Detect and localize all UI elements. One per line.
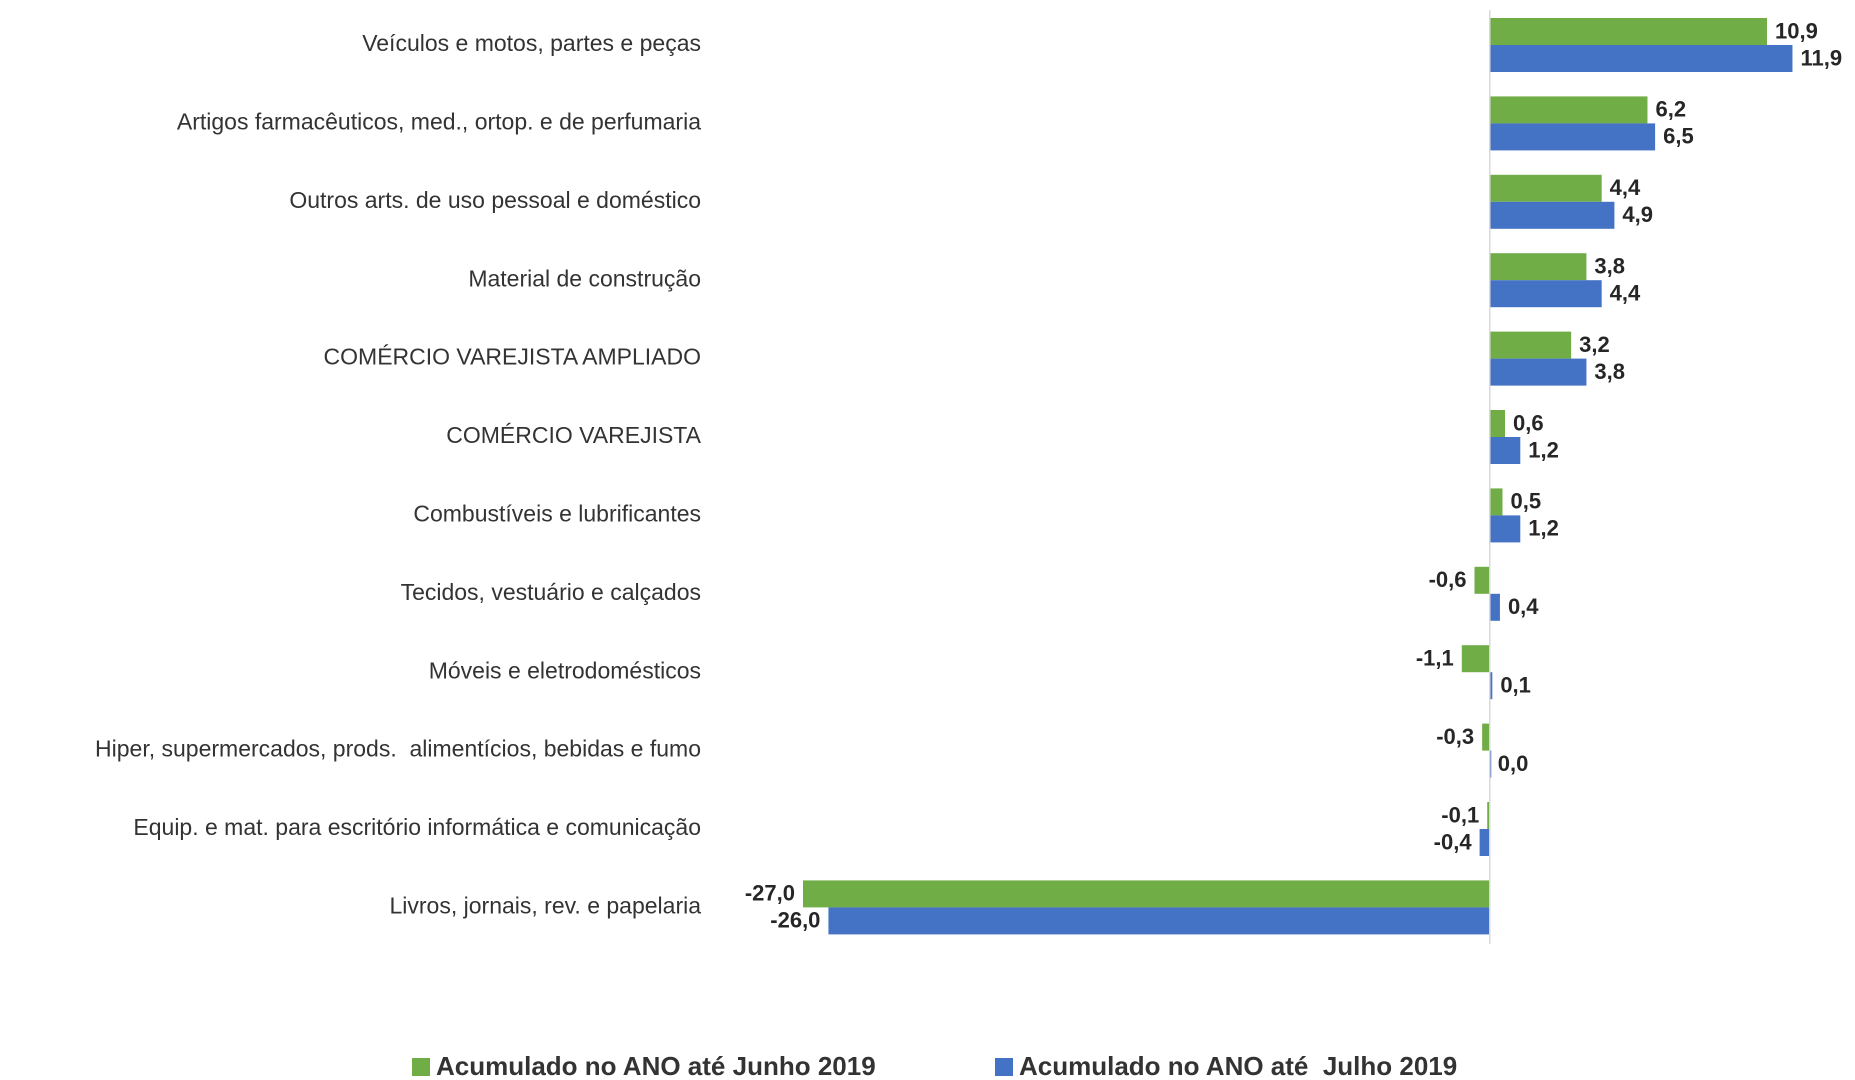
data-label: 0,1 [1500, 673, 1531, 698]
category-label: Combustíveis e lubrificantes [413, 500, 701, 526]
data-label: 0,6 [1513, 410, 1544, 435]
category-label: Material de construção [468, 265, 701, 291]
bar [828, 907, 1490, 935]
bar [1489, 437, 1521, 464]
bar [1489, 253, 1587, 281]
legend-label: Acumulado no ANO até Junho 2019 [436, 1051, 876, 1080]
data-label: 4,4 [1610, 281, 1641, 306]
bar [1489, 280, 1602, 308]
bar [1489, 488, 1503, 516]
data-label: -0,3 [1436, 724, 1474, 749]
bar [1479, 829, 1490, 856]
category-label: Veículos e motos, partes e peças [362, 30, 701, 56]
data-label: 1,2 [1528, 516, 1559, 541]
bar [1489, 96, 1648, 124]
bar [803, 880, 1490, 908]
category-label: Hiper, supermercados, prods. alimentício… [95, 736, 701, 762]
data-label: -0,1 [1441, 802, 1479, 827]
legend-swatch [412, 1058, 430, 1076]
bar [1489, 174, 1602, 202]
data-label: 3,8 [1594, 254, 1625, 279]
data-label: 0,4 [1508, 594, 1539, 619]
bar [1489, 331, 1572, 359]
bar [1482, 723, 1490, 751]
data-label: 6,5 [1663, 124, 1694, 149]
legend-label: Acumulado no ANO até Julho 2019 [1019, 1051, 1457, 1080]
bar [1461, 645, 1490, 673]
category-label: COMÉRCIO VAREJISTA AMPLIADO [324, 344, 701, 370]
data-label: 4,9 [1622, 202, 1653, 227]
category-label: Outros arts. de uso pessoal e doméstico [289, 187, 701, 213]
bar [1474, 566, 1490, 594]
bar [1489, 358, 1587, 386]
category-label: Livros, jornais, rev. e papelaria [390, 892, 702, 918]
data-label: -27,0 [745, 881, 795, 906]
category-label: Equip. e mat. para escritório informátic… [133, 814, 701, 840]
bar [1489, 45, 1793, 72]
bar [1489, 672, 1493, 700]
data-label: 6,2 [1655, 97, 1686, 122]
bar [1489, 593, 1500, 621]
data-label: 0,5 [1510, 489, 1541, 514]
data-label: 1,2 [1528, 437, 1559, 462]
category-label: COMÉRCIO VAREJISTA [446, 422, 701, 448]
data-label: 10,9 [1775, 18, 1818, 43]
data-label: 3,2 [1579, 332, 1610, 357]
category-label: Artigos farmacêuticos, med., ortop. e de… [177, 108, 701, 134]
data-label: 4,4 [1610, 175, 1641, 200]
data-label: 11,9 [1800, 45, 1842, 70]
bar [1489, 201, 1615, 229]
data-label: -0,6 [1429, 567, 1467, 592]
data-label: 3,8 [1594, 359, 1625, 384]
data-label: -1,1 [1416, 646, 1454, 671]
category-label: Móveis e eletrodomésticos [429, 657, 701, 683]
data-label: -26,0 [770, 908, 820, 933]
data-label: 0,0 [1498, 751, 1529, 776]
category-label: Tecidos, vestuário e calçados [401, 579, 701, 605]
bar [1489, 410, 1506, 437]
legend-swatch [995, 1058, 1013, 1076]
bar [1489, 515, 1521, 543]
bar [1489, 18, 1768, 45]
bar [1487, 802, 1490, 829]
bar [1489, 123, 1656, 151]
data-label: -0,4 [1434, 829, 1473, 854]
